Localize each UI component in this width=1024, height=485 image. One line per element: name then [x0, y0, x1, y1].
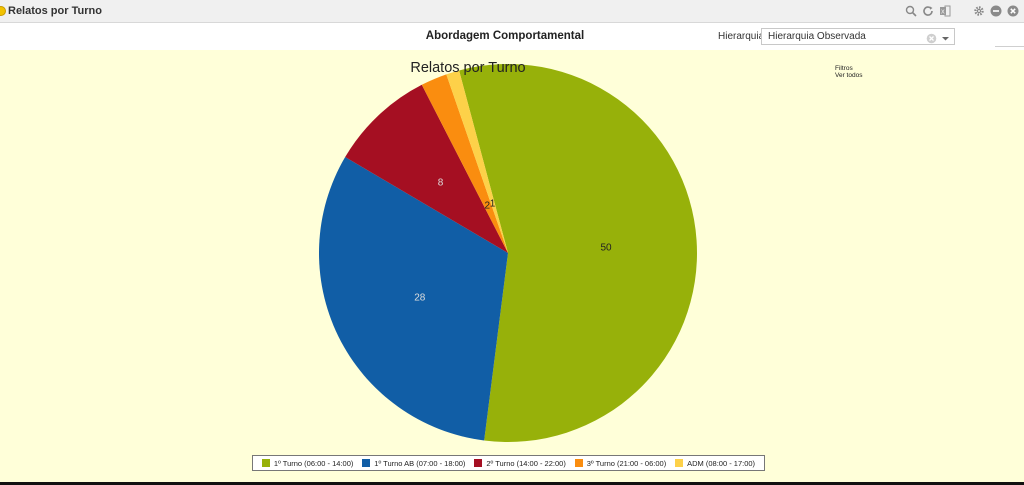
filters-label: Filtros — [835, 65, 853, 72]
pie-slice-label-3: 2 — [484, 200, 490, 211]
pie-slice-1[interactable] — [319, 157, 508, 441]
pie-slice-label-2: 8 — [438, 177, 444, 188]
chart-legend: 1º Turno (06:00 - 14:00) 1º Turno AB (07:… — [252, 455, 765, 471]
pie-slice-2[interactable] — [345, 84, 508, 253]
bottom-edge — [0, 482, 1024, 485]
legend-item-0[interactable]: 1º Turno (06:00 - 14:00) — [261, 458, 354, 468]
gear-icon[interactable] — [972, 4, 986, 18]
legend-swatch-3 — [574, 459, 583, 467]
window-titlebar: Relatos por Turno X — [0, 0, 1024, 23]
report-title: Abordagem Comportamental — [425, 30, 585, 42]
status-dot-icon — [0, 6, 6, 16]
legend-swatch-0 — [261, 459, 270, 467]
show-all-link[interactable]: Ver todos — [835, 72, 863, 79]
legend-label-2: 2º Turno (14:00 - 22:00) — [486, 458, 566, 468]
pie-slice-label-0: 50 — [600, 242, 612, 253]
legend-swatch-1 — [362, 459, 371, 467]
window-title: Relatos por Turno — [8, 5, 102, 17]
report-header: Abordagem Comportamental Hierarquia: Hie… — [0, 24, 1024, 50]
legend-label-0: 1º Turno (06:00 - 14:00) — [273, 458, 354, 468]
export-icon[interactable]: X — [938, 4, 952, 18]
legend-label-1: 1º Turno AB (07:00 - 18:00) — [374, 458, 466, 468]
pie-slice-4[interactable] — [446, 70, 508, 253]
chevron-down-icon[interactable] — [941, 31, 950, 42]
pie-slice-label-4: 1 — [490, 198, 496, 209]
legend-label-3: 3º Turno (21:00 - 06:00) — [586, 458, 667, 468]
legend-swatch-4 — [675, 459, 684, 467]
minimize-icon[interactable] — [989, 4, 1003, 18]
pie-chart: 50 28 8 2 1 — [319, 63, 697, 442]
hierarchy-select-value: Hierarquia Observada — [768, 31, 866, 42]
svg-text:X: X — [941, 10, 945, 16]
legend-swatch-2 — [474, 459, 483, 467]
legend-item-1[interactable]: 1º Turno AB (07:00 - 18:00) — [362, 459, 465, 468]
toolbar-spacer — [955, 4, 969, 18]
clear-selection-icon[interactable] — [926, 31, 937, 44]
pie-slice-label-1: 28 — [414, 292, 426, 303]
pie-slice-0[interactable] — [459, 63, 697, 442]
chart-title: Relatos por Turno — [410, 60, 526, 76]
refresh-icon[interactable] — [921, 4, 935, 18]
chart-canvas: 50 28 8 2 1 Relatos por Turno Filtros Ver to… — [0, 50, 1024, 485]
legend-item-3[interactable]: 3º Turno (21:00 - 06:00) — [574, 458, 667, 468]
legend-label-4: ADM (08:00 - 17:00) — [687, 458, 756, 468]
legend-item-2[interactable]: 2º Turno (14:00 - 22:00) — [474, 458, 566, 468]
search-icon[interactable] — [904, 4, 918, 18]
filters-panel: Filtros Ver todos — [835, 65, 862, 79]
header-divider — [995, 46, 1024, 47]
legend-item-4[interactable]: ADM (08:00 - 17:00) — [675, 459, 755, 468]
hierarchy-label: Hierarquia: — [718, 31, 767, 42]
pie-slice-3[interactable] — [421, 74, 508, 254]
close-icon[interactable] — [1006, 4, 1020, 18]
window-toolbar: X — [904, 4, 1020, 18]
hierarchy-select[interactable]: Hierarquia Observada — [761, 28, 955, 45]
